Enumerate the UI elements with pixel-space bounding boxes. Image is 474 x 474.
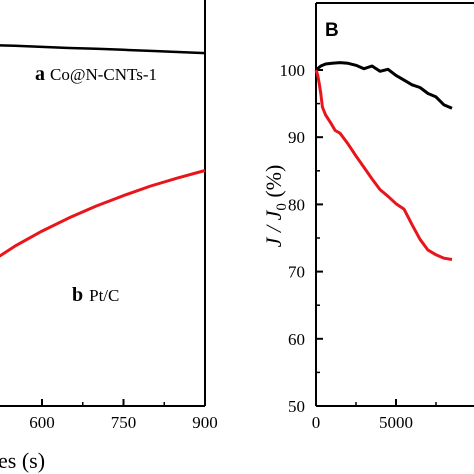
series-a-name: Co@N-CNTs-1 xyxy=(50,65,157,84)
panel-b-y-tick-label: 50 xyxy=(288,397,305,416)
y-title-main: J / J xyxy=(261,209,286,247)
panel-b-x-tick-label: 5000 xyxy=(379,413,413,432)
panel-b-y-tick-label: 60 xyxy=(288,330,305,349)
panel-b-y-axis-title: J / J0 (%) xyxy=(261,165,290,248)
series-b-name: Pt/C xyxy=(89,286,119,305)
panel-a-x-tick-label: 600 xyxy=(29,413,55,432)
panel-b-y-tick-label: 70 xyxy=(288,263,305,282)
panel-b-series-line-red xyxy=(314,69,453,261)
series-b-letter: b xyxy=(72,284,83,306)
panel-b-y-tick-label: 90 xyxy=(288,128,305,147)
panel-a-series-line-a xyxy=(0,44,206,55)
panel-b-y-tick-label: 80 xyxy=(288,195,305,214)
panel-b-x-tick-label: 0 xyxy=(312,413,321,432)
panel-a-x-axis-title: es (s) xyxy=(0,448,45,473)
panel-a: 600 750 900 a Co@N-CNTs-1 b Pt/C es (s) xyxy=(0,0,218,473)
panel-b-series-line-black xyxy=(315,61,453,110)
series-a-letter: a xyxy=(35,63,45,85)
panel-b-y-tick-label: 100 xyxy=(280,61,306,80)
panel-a-x-tick-label: 750 xyxy=(111,413,137,432)
series-a-label: a Co@N-CNTs-1 xyxy=(35,63,157,85)
panel-a-series-line-b xyxy=(0,169,206,258)
panel-b-letter: B xyxy=(325,20,339,41)
panel-a-x-tick-label: 900 xyxy=(192,413,218,432)
y-title-unit: (%) xyxy=(261,165,286,203)
series-b-label: b Pt/C xyxy=(72,284,119,306)
y-title-sub: 0 xyxy=(274,203,290,211)
